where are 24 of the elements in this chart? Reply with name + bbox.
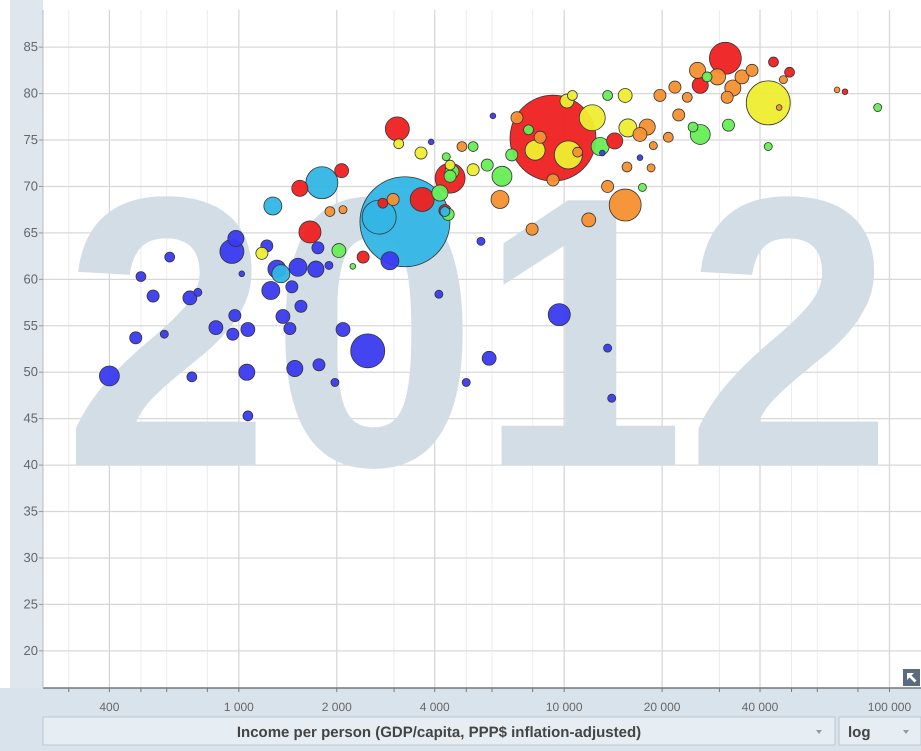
y-tick-label: 75 bbox=[24, 132, 38, 148]
y-tick-label: 30 bbox=[24, 550, 38, 565]
y-tick-label: 85 bbox=[24, 39, 38, 54]
x-tick-label: 20 000 bbox=[644, 700, 681, 714]
x-tick-label: 1 000 bbox=[224, 700, 254, 714]
x-tick-label: 400 bbox=[99, 700, 120, 714]
y-tick-label: 45 bbox=[24, 410, 38, 426]
x-tick-label: 40 000 bbox=[742, 700, 779, 714]
y-tick-label: 80 bbox=[24, 86, 38, 101]
y-tick-label: 50 bbox=[24, 364, 38, 380]
y-tick-label: 70 bbox=[24, 178, 38, 194]
text: log bbox=[848, 724, 870, 741]
x-axis-title: Income per person (GDP/capita, PPP$ inflation-adjusted) bbox=[236, 724, 642, 741]
y-tick-label: 65 bbox=[24, 224, 38, 240]
y-tick-label: 35 bbox=[24, 504, 38, 519]
x-tick-label: 10 000 bbox=[546, 700, 583, 714]
x-tick-label: 4 000 bbox=[420, 700, 450, 714]
x-tick-label: 2 000 bbox=[322, 700, 352, 714]
y-tick-label: 40 bbox=[24, 457, 38, 472]
y-tick-label: 20 bbox=[24, 642, 38, 658]
y-tick-label: 25 bbox=[24, 596, 38, 612]
y-tick-label: 60 bbox=[24, 271, 38, 286]
x-tick-label: 100 000 bbox=[868, 700, 912, 714]
y-tick-label: 55 bbox=[24, 318, 38, 333]
